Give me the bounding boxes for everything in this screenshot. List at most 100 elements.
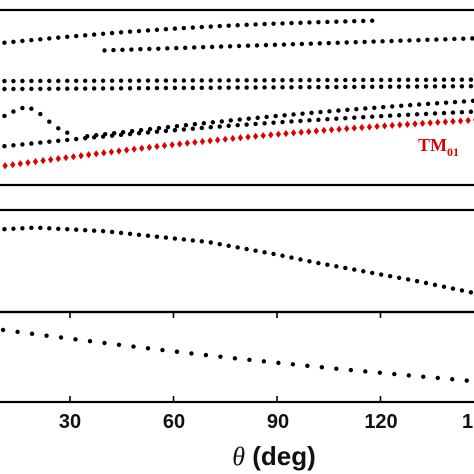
top-series-5-point-50 [405,112,411,118]
top-series-2-point-28 [208,78,213,83]
top-series-2-point-13 [74,78,79,84]
top-series-3-point-23 [163,85,169,91]
top-series-2-point-7 [20,78,25,84]
top-series-4-point-8 [156,125,162,131]
middle-series-0-point-31 [235,245,240,250]
top-series-2-point-34 [262,78,267,83]
x-tick-label-120: 120 [364,411,397,433]
top-series-3-point-34 [262,85,267,90]
top-series-3-point-5 [2,86,7,92]
x-axis-title: θ (deg) [232,441,316,471]
panel-frames [0,8,474,404]
top-series-5-point-31 [235,122,240,128]
top-series-7-point-43 [283,129,289,138]
bottom-series-0-point-30 [392,371,397,377]
top-series-5-point-17 [109,133,115,138]
top-series-2-point-56 [459,77,465,82]
top-series-2-point-38 [298,77,303,83]
top-series-0-point-5 [2,40,7,45]
top-series-1-point-8 [174,45,179,51]
top-series-1-point-13 [218,44,224,49]
top-series-5-point-43 [343,115,348,121]
top-series-5-point-5 [2,144,7,149]
top-series-3-point-12 [65,86,70,91]
top-series-5-point-29 [217,124,222,129]
top-series-6-point-6 [11,109,16,114]
top-series-0-point-26 [190,25,196,30]
top-series-0-point-19 [127,29,133,34]
top-series-0-point-13 [74,33,79,39]
top-series-5-point-49 [396,113,402,118]
x-tick-labels: 30 60 90 120 1 [59,411,473,433]
middle-series-0-point-10 [47,226,52,231]
top-series-1-point-28 [353,39,358,45]
top-series-2-point-54 [441,77,447,82]
middle-series-0-point-5 [2,227,7,232]
bottom-panel-frame [0,310,474,404]
top-series-1-point-23 [308,41,314,46]
middle-series-0-point-12 [65,227,70,232]
top-series-1-point-3 [129,47,134,52]
top-series-2-point-5 [2,78,7,84]
top-series-7-point-39 [252,132,259,140]
top-series-7-point-30 [184,139,190,147]
top-series-0-point-36 [280,21,285,26]
top-series-7-point-23 [131,145,137,153]
top-series-2-point-49 [396,77,402,83]
top-series-3-point-56 [459,84,465,89]
middle-series-0-point-52 [423,280,429,286]
top-series-1-point-31 [380,39,385,44]
top-series-0-point-14 [82,33,88,38]
top-series-7-point-65 [450,117,456,126]
top-series-3-point-27 [199,85,204,91]
top-series-2-point-17 [109,78,115,83]
bottom-series-0-point-3 [0,327,6,333]
middle-series-0-point-39 [307,259,312,264]
top-series-1-point-2 [120,47,125,53]
top-series-5-point-36 [280,119,285,125]
top-series-1-point-16 [245,43,251,48]
top-series-7-point-18 [93,150,99,158]
middle-series-0-point-30 [226,243,231,248]
top-series-3-point-46 [370,84,375,90]
bottom-series-0-point-10 [102,340,107,346]
middle-series-0-point-13 [74,227,79,232]
top-series-2-point-20 [136,78,142,83]
top-series-4-point-40 [443,100,449,105]
middle-series-0-point-50 [405,277,411,282]
bottom-series-0-point-19 [232,356,238,361]
top-series-7-point-12 [47,156,54,164]
top-series-5-point-15 [91,135,97,140]
bottom-series-0-point-9 [87,338,93,344]
top-series-7-point-11 [40,157,46,165]
top-series-3-point-30 [226,85,231,90]
middle-series-0-point-29 [217,241,222,247]
top-series-0-point-9 [38,37,43,42]
middle-series-0-point-35 [271,251,276,257]
top-series-7-point-33 [207,137,213,145]
top-series-3-point-44 [352,84,357,90]
top-series-7-point-41 [268,131,274,139]
top-series-1-point-30 [371,39,376,44]
bottom-series-0-point-31 [406,373,411,378]
top-series-3-point-7 [20,86,25,92]
top-series-4-point-7 [147,126,153,132]
x-tick-label-90: 90 [267,411,289,433]
top-series-3-point-49 [396,84,402,89]
top-series-5-point-14 [82,136,88,141]
top-series-7-point-13 [55,155,61,163]
top-series-7-point-34 [214,136,221,144]
top-series-2-point-19 [127,78,133,83]
top-series-5-point-44 [352,115,357,120]
middle-series-0-point-32 [244,246,249,252]
top-series-1-point-33 [398,38,403,43]
top-series-6-point-11 [56,126,61,131]
top-series-2-point-16 [100,78,106,83]
top-series-4-point-16 [228,118,233,123]
top-series-1-point-34 [407,38,412,43]
top-series-2-point-18 [118,78,124,83]
top-series-2-point-27 [199,78,204,83]
top-series-2-point-22 [154,78,160,83]
top-series-7-point-53 [359,123,365,132]
bottom-series-0-point-16 [189,351,194,356]
